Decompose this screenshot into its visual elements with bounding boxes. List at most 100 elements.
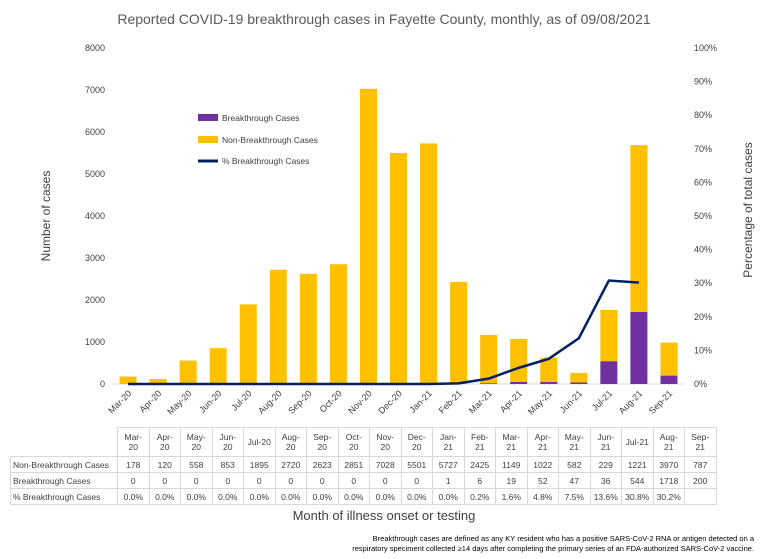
y2-tick-label: 40% bbox=[694, 245, 712, 255]
y-axis-label: Number of cases bbox=[39, 171, 53, 262]
legend-swatch-breakthrough bbox=[198, 114, 218, 121]
x-tick-label: Apr-20 bbox=[137, 388, 163, 414]
table-cell: 178 bbox=[117, 456, 150, 473]
y-tick-label: 7000 bbox=[85, 85, 105, 95]
table-cell: 1022 bbox=[526, 456, 559, 473]
bar-non-breakthrough bbox=[209, 348, 227, 384]
table-cell: 30.2% bbox=[652, 488, 685, 505]
x-tick-label: Sep-21 bbox=[647, 388, 675, 416]
table-cell: 0.0% bbox=[211, 488, 244, 505]
table-cell: 19 bbox=[495, 472, 528, 489]
row-label-breakthrough: Breakthrough Cases bbox=[10, 472, 118, 489]
table-cell: 36 bbox=[589, 472, 622, 489]
table-cell: 544 bbox=[621, 472, 654, 489]
table-cell: 200 bbox=[684, 472, 717, 489]
x-tick-label: Dec-20 bbox=[376, 388, 404, 416]
y2-tick-label: 0% bbox=[694, 379, 707, 389]
footnote: Breakthrough cases are defined as any KY… bbox=[352, 534, 754, 554]
table-header-cell: Jun- 20 bbox=[211, 427, 244, 457]
x-tick-label: Aug-21 bbox=[617, 388, 645, 416]
bar-non-breakthrough bbox=[510, 338, 528, 382]
table-cell: 1895 bbox=[243, 456, 276, 473]
bar-breakthrough bbox=[660, 375, 678, 384]
table-cell: 0 bbox=[148, 472, 181, 489]
x-tick-label: Apr-21 bbox=[498, 388, 524, 414]
table-cell: 0 bbox=[211, 472, 244, 489]
y-tick-label: 2000 bbox=[85, 295, 105, 305]
table-cell bbox=[684, 488, 717, 505]
y2-tick-label: 90% bbox=[694, 77, 712, 87]
x-tick-label: Oct-20 bbox=[318, 388, 344, 414]
bar-non-breakthrough bbox=[630, 145, 648, 312]
bar-non-breakthrough bbox=[480, 334, 498, 384]
table-cell: 4.8% bbox=[526, 488, 559, 505]
y2-tick-label: 60% bbox=[694, 177, 712, 187]
table-cell: 6 bbox=[463, 472, 496, 489]
y-tick-label: 6000 bbox=[85, 127, 105, 137]
x-tick-label: Jun-20 bbox=[197, 388, 224, 415]
table-header-cell: Apr- 20 bbox=[148, 427, 181, 457]
table-cell: 52 bbox=[526, 472, 559, 489]
table-cell: 5727 bbox=[432, 456, 465, 473]
table-cell: 0 bbox=[369, 472, 402, 489]
table-cell: 0.0% bbox=[306, 488, 339, 505]
table-header-cell: May- 21 bbox=[558, 427, 591, 457]
table-header-cell: May- 20 bbox=[180, 427, 213, 457]
table-cell: 0 bbox=[274, 472, 307, 489]
x-tick-label: Jul-21 bbox=[590, 388, 614, 412]
x-tick-label: Jan-21 bbox=[407, 388, 434, 415]
y-tick-label: 1000 bbox=[85, 337, 105, 347]
table-header-cell: Jul-20 bbox=[243, 427, 276, 457]
table-cell: 0.0% bbox=[432, 488, 465, 505]
x-tick-label: May-21 bbox=[526, 388, 554, 416]
row-label-pct: % Breakthrough Cases bbox=[10, 488, 118, 505]
y2-tick-label: 80% bbox=[694, 110, 712, 120]
x-axis-label: Month of illness onset or testing bbox=[292, 508, 476, 523]
bar-non-breakthrough bbox=[329, 264, 347, 384]
y-tick-label: 3000 bbox=[85, 253, 105, 263]
bar-non-breakthrough bbox=[239, 304, 257, 384]
table-cell: 0.0% bbox=[243, 488, 276, 505]
bar-breakthrough bbox=[480, 383, 498, 384]
bar-breakthrough bbox=[630, 311, 648, 384]
table-header-cell: Aug- 20 bbox=[274, 427, 307, 457]
table-cell: 120 bbox=[148, 456, 181, 473]
table-cell: 0.0% bbox=[274, 488, 307, 505]
table-header-cell: Feb- 21 bbox=[463, 427, 496, 457]
row-label-non-breakthrough: Non-Breakthrough Cases bbox=[10, 456, 118, 473]
y-tick-label: 4000 bbox=[85, 211, 105, 221]
y2-axis-label: Percentage of total cases bbox=[741, 142, 755, 277]
y2-tick-label: 20% bbox=[694, 312, 712, 322]
table-header-cell: Nov- 20 bbox=[369, 427, 402, 457]
x-tick-label: Mar-21 bbox=[467, 388, 494, 415]
table-header-cell: Jan- 21 bbox=[432, 427, 465, 457]
table-cell: 0.0% bbox=[117, 488, 150, 505]
chart-title: Reported COVID-19 breakthrough cases in … bbox=[117, 11, 651, 27]
legend: Breakthrough Cases Non-Breakthrough Case… bbox=[198, 113, 318, 166]
bar-non-breakthrough bbox=[119, 376, 137, 384]
bar-non-breakthrough bbox=[660, 342, 678, 376]
chart: Reported COVID-19 breakthrough cases in … bbox=[39, 11, 755, 417]
bar-non-breakthrough bbox=[149, 378, 167, 384]
line-pct-breakthrough bbox=[128, 279, 640, 386]
table-cell: 30.8% bbox=[621, 488, 654, 505]
table-header-cell: Aug- 21 bbox=[652, 427, 685, 457]
table-cell: 0.0% bbox=[148, 488, 181, 505]
table-cell: 229 bbox=[589, 456, 622, 473]
bar-non-breakthrough bbox=[390, 152, 407, 384]
table-cell: 5501 bbox=[400, 456, 433, 473]
table-header-cell: Apr- 21 bbox=[526, 427, 559, 457]
table-cell: 1149 bbox=[495, 456, 528, 473]
table-cell: 0 bbox=[180, 472, 213, 489]
bar-non-breakthrough bbox=[600, 309, 618, 362]
table-cell: 0.0% bbox=[180, 488, 213, 505]
bar-non-breakthrough bbox=[269, 269, 287, 384]
y2-tick-label: 100% bbox=[694, 43, 717, 53]
table-cell: 0 bbox=[400, 472, 433, 489]
bar-non-breakthrough bbox=[179, 360, 197, 384]
y2-tick-label: 70% bbox=[694, 144, 712, 154]
bar-non-breakthrough bbox=[450, 281, 468, 384]
table-cell: 1 bbox=[432, 472, 465, 489]
table-cell: 2623 bbox=[306, 456, 339, 473]
